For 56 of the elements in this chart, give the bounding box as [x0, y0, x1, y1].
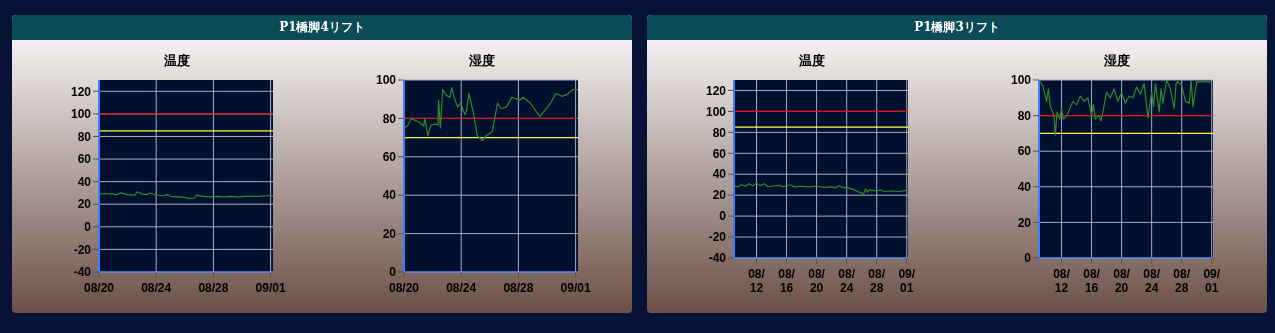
chart-title: 湿度	[468, 52, 496, 70]
x-tick-label: 08/ 12	[748, 267, 766, 295]
y-tick-label: 40	[382, 188, 397, 203]
y-tick-label: 80	[77, 129, 92, 144]
y-tick-label: 20	[1017, 215, 1032, 230]
y-tick-label: 80	[712, 125, 727, 140]
text: P1橋脚3リフト	[914, 20, 1000, 34]
x-tick-label: 08/ 16	[1083, 267, 1101, 295]
x-tick-label: 09/ 01	[1203, 267, 1221, 295]
y-tick-label: 60	[712, 146, 727, 161]
y-tick-label: 60	[77, 152, 92, 167]
text: P1橋脚4リフト	[279, 20, 365, 34]
y-tick-label: 100	[70, 107, 92, 122]
chart-title: 温度	[163, 52, 191, 70]
x-tick-label: 08/ 20	[808, 267, 826, 295]
x-tick-label: 09/01	[255, 281, 286, 295]
y-tick-label: -40	[73, 265, 92, 280]
x-tick-label: 08/20	[388, 281, 420, 295]
y-tick-label: 100	[705, 104, 727, 119]
chart-title: 湿度	[1103, 52, 1131, 70]
x-tick-label: 08/ 12	[1053, 267, 1071, 295]
y-tick-label: 60	[1017, 144, 1032, 159]
x-tick-label: 08/ 28	[868, 267, 886, 295]
chart-title: 温度	[798, 52, 826, 70]
x-tick-label: 08/ 16	[778, 267, 796, 295]
y-tick-label: 40	[77, 174, 92, 189]
y-tick-label: 60	[382, 150, 397, 165]
x-tick-label: 08/ 28	[1173, 267, 1191, 295]
y-tick-label: 20	[77, 197, 92, 212]
y-tick-label: 20	[712, 188, 727, 203]
x-tick-label: 08/28	[503, 281, 534, 295]
y-tick-label: 0	[1024, 251, 1032, 266]
y-tick-label: 20	[382, 226, 397, 241]
x-tick-label: 08/ 20	[1113, 267, 1131, 295]
y-tick-label: 120	[705, 83, 727, 98]
y-tick-label: 40	[1017, 180, 1032, 195]
y-tick-label: -20	[73, 242, 92, 257]
y-tick-label: 100	[375, 73, 397, 88]
y-tick-label: -20	[708, 230, 727, 245]
y-tick-label: -40	[708, 251, 727, 266]
x-tick-label: 08/ 24	[838, 267, 856, 295]
y-tick-label: 100	[1010, 73, 1032, 88]
x-tick-label: 08/20	[83, 281, 115, 295]
y-tick-label: 80	[382, 111, 397, 126]
x-tick-label: 09/01	[560, 281, 591, 295]
y-tick-label: 0	[719, 209, 727, 224]
x-tick-label: 08/ 24	[1143, 267, 1161, 295]
y-tick-label: 0	[389, 265, 397, 280]
y-tick-label: 120	[70, 84, 92, 99]
x-tick-label: 08/24	[446, 281, 477, 295]
x-tick-label: 08/28	[198, 281, 229, 295]
x-tick-label: 08/24	[141, 281, 172, 295]
x-tick-label: 09/ 01	[898, 267, 916, 295]
y-tick-label: 0	[84, 220, 92, 235]
y-tick-label: 40	[712, 167, 727, 182]
y-tick-label: 80	[1017, 108, 1032, 123]
